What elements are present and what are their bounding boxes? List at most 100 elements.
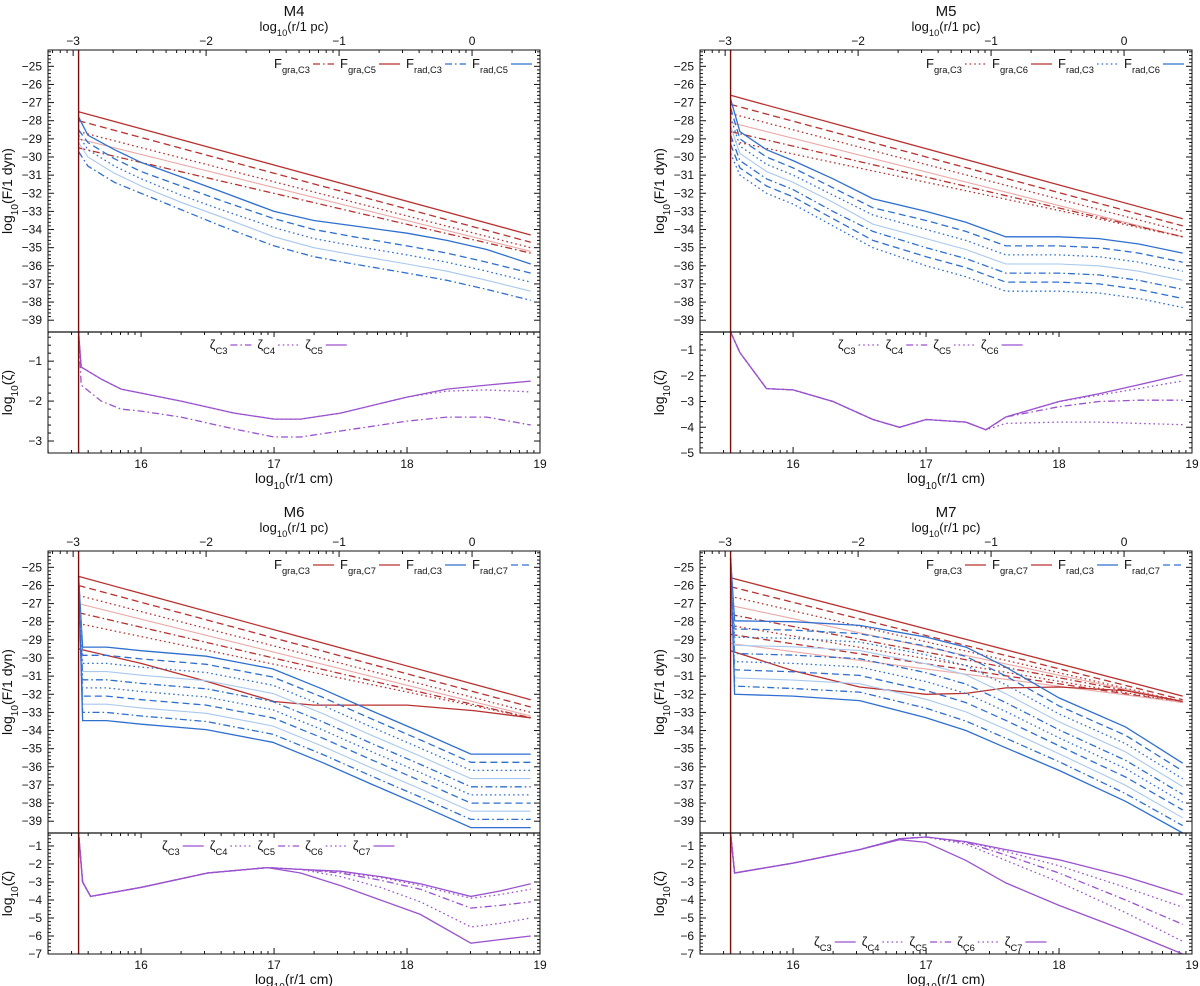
z-y-axis-title-sub: 10 — [662, 886, 673, 898]
panel-title: M7 — [936, 504, 957, 521]
f-gra-line — [730, 650, 1183, 703]
legend-label: Fgra,C5 — [340, 56, 376, 75]
legend-label-main: ζ — [257, 337, 263, 352]
zeta-line-c7 — [77, 833, 531, 898]
zeta-series-group — [729, 833, 1183, 954]
legend-label: Frad,C7 — [1124, 557, 1160, 576]
legend-label-sub: C6 — [311, 847, 323, 857]
f-y-tick-label: −25 — [22, 59, 43, 73]
f-y-axis-title-sub: 10 — [662, 204, 673, 216]
f-y-axis-title: log10(F/1 dyn) — [0, 148, 21, 234]
legend-label-main: ζ — [909, 934, 915, 949]
f-y-tick-label: −36 — [22, 259, 43, 273]
f-y-tick-label: −27 — [22, 96, 43, 110]
legend-label: Frad,C3 — [406, 56, 442, 75]
f-rad-line — [729, 558, 1184, 827]
f-y-tick-label: −29 — [674, 633, 695, 647]
f-gra-line — [730, 94, 1183, 220]
x-tick-label: 19 — [1185, 457, 1199, 471]
x-axis-title-main: log — [907, 470, 926, 486]
f-gra-line — [730, 613, 1183, 703]
x-axis-title: log10(r/1 cm) — [907, 470, 985, 492]
legend-label-sub: C5 — [311, 346, 323, 356]
pc-axis-title-post: (r/1 pc) — [287, 19, 328, 34]
force-legend: Fgra,C3 Fgra,C5 Frad,C3 Frad,C5 — [274, 56, 532, 75]
f-y-axis-title-post: (F/1 dyn) — [651, 649, 667, 705]
x-axis-title-post: (r/1 cm) — [285, 971, 333, 986]
z-y-tick-label: −5 — [680, 446, 694, 460]
z-y-axis-title-sub: 10 — [10, 385, 21, 397]
f-gra-line — [730, 577, 1183, 697]
f-y-tick-label: −33 — [22, 204, 43, 218]
legend-label-main: F — [1124, 557, 1132, 572]
legend-label-main: ζ — [1005, 934, 1011, 949]
f-rad-line — [729, 558, 1184, 833]
legend-label-main: ζ — [957, 934, 963, 949]
legend-label-sub: rad,C7 — [480, 566, 508, 576]
pc-axis-title-main: log — [912, 520, 929, 535]
legend-label: Fgra,C3 — [274, 557, 310, 576]
legend-label: ζC4 — [210, 838, 228, 857]
legend-label-main: F — [274, 56, 282, 71]
force-legend: Fgra,C3 Fgra,C6 Frad,C3 Frad,C6 — [926, 56, 1184, 75]
legend-label-main: ζ — [838, 337, 844, 352]
z-y-axis-title-main: log — [651, 397, 667, 416]
f-gra-line — [78, 120, 531, 243]
zeta-line-c4 — [730, 332, 1183, 431]
f-rad-line — [78, 116, 531, 265]
x-axis-title-post: (r/1 cm) — [937, 971, 985, 986]
f-gra-line — [730, 633, 1183, 704]
f-y-tick-label: −35 — [22, 241, 43, 255]
z-y-axis-title: log10(ζ) — [0, 370, 21, 415]
f-y-tick-label: −30 — [22, 150, 43, 164]
x-axis-title-main: log — [255, 470, 274, 486]
f-y-tick-label: −30 — [674, 651, 695, 665]
legend-label-main: F — [340, 56, 348, 71]
z-y-tick-label: −4 — [28, 893, 42, 907]
legend-label-sub: C5 — [263, 847, 275, 857]
pc-tick-label: −1 — [984, 535, 998, 549]
legend-label: ζC7 — [353, 838, 371, 857]
f-rad-line — [77, 576, 531, 788]
f-y-tick-label: −27 — [674, 96, 695, 110]
legend-label-sub: C4 — [263, 346, 275, 356]
legend-label-sub: C7 — [359, 847, 371, 857]
pc-axis-title-sub: 10 — [277, 529, 287, 539]
pc-tick-label: −3 — [66, 34, 80, 48]
f-y-axis-title-main: log — [651, 716, 667, 735]
z-y-axis-title-main: log — [651, 898, 667, 917]
legend-label-sub: rad,C3 — [1066, 65, 1094, 75]
pc-axis-title-post: (r/1 pc) — [287, 520, 328, 535]
legend-label-main: ζ — [305, 337, 311, 352]
x-tick-label: 19 — [533, 958, 547, 972]
z-y-tick-label: −3 — [680, 395, 694, 409]
legend-label: Fgra,C3 — [926, 56, 962, 75]
z-y-tick-label: −6 — [680, 929, 694, 943]
zeta-line-c3 — [730, 332, 1183, 431]
f-gra-line — [78, 138, 531, 252]
f-y-tick-label: −28 — [674, 114, 695, 128]
x-axis-title-main: log — [907, 971, 926, 986]
f-rad-line — [78, 142, 531, 292]
zeta-legend: ζC3 ζC4 ζC5 ζC6 ζC7 — [814, 934, 1047, 953]
force-legend: Fgra,C3 Fgra,C7 Frad,C3 Frad,C7 — [926, 557, 1184, 576]
f-y-axis-title-post: (F/1 dyn) — [651, 148, 667, 204]
legend-label: ζC5 — [305, 337, 323, 356]
legend-label: ζC3 — [210, 337, 228, 356]
f-rad-line — [78, 576, 531, 780]
x-axis-title-main: log — [255, 971, 274, 986]
f-rad-line — [77, 576, 531, 763]
x-axis-title-post: (r/1 cm) — [285, 470, 333, 486]
legend-label: Fgra,C7 — [992, 557, 1028, 576]
z-y-axis-title-post: (ζ) — [0, 370, 15, 386]
x-axis-title-sub: 10 — [926, 982, 938, 986]
zeta-legend: ζC3 ζC4 ζC5 — [210, 337, 347, 356]
f-gra-line — [730, 130, 1183, 238]
f-gra-line — [730, 121, 1183, 238]
f-rad-line — [729, 134, 1183, 291]
f-y-tick-label: −33 — [674, 204, 695, 218]
z-y-tick-label: −1 — [28, 839, 42, 853]
